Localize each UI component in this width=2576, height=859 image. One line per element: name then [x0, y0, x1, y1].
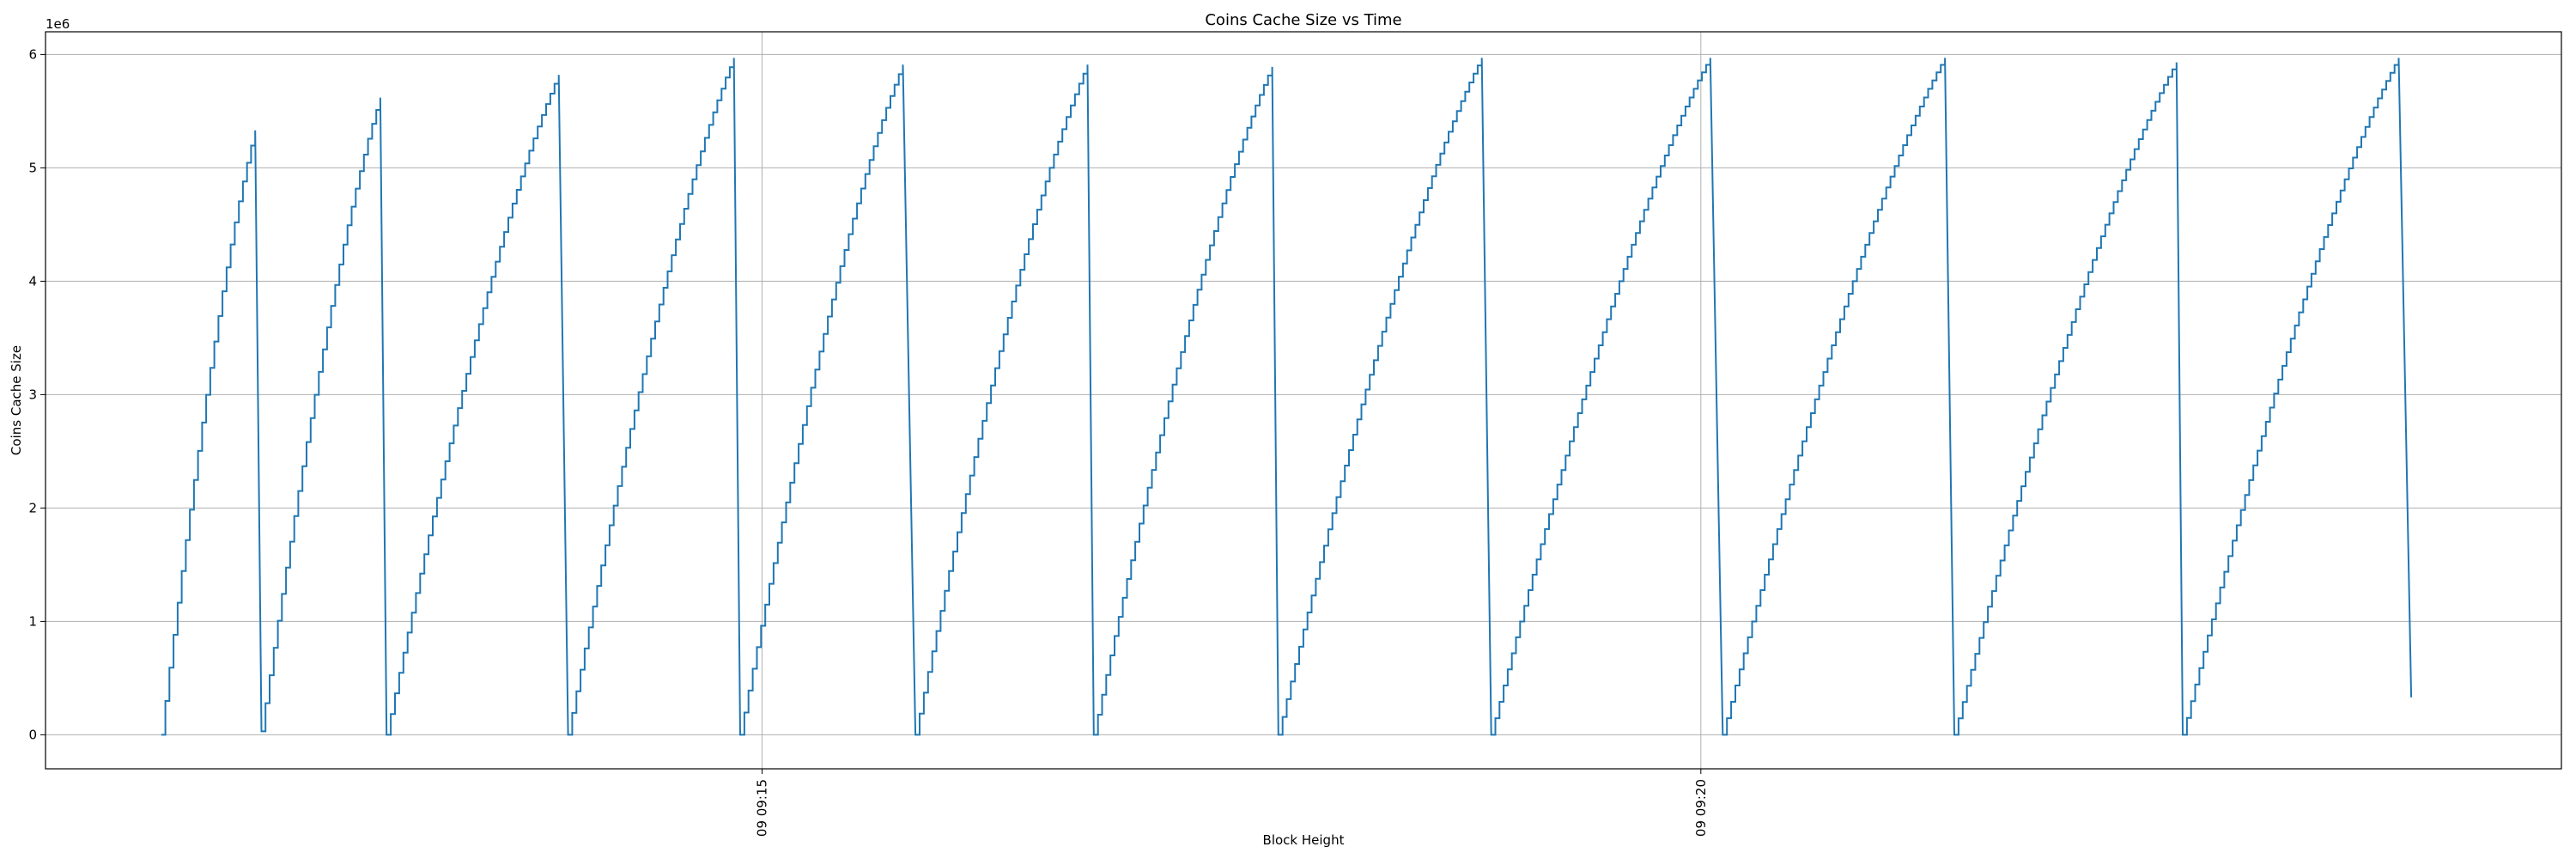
plot-area	[161, 58, 2413, 736]
y-tick-label: 1	[28, 613, 37, 629]
grid	[46, 32, 2561, 769]
y-tick-label: 5	[28, 160, 37, 175]
tick-marks	[40, 53, 1702, 774]
tick-labels: 0 1 2 3 4 5 6 09 09:15 09 09:20	[28, 46, 1708, 837]
y-tick-label: 6	[28, 46, 37, 62]
y-axis-label: Coins Cache Size	[9, 345, 24, 455]
chart-title: Coins Cache Size vs Time	[1205, 11, 1401, 29]
series-line	[161, 58, 2413, 736]
x-tick-label: 09 09:20	[1693, 779, 1709, 837]
y-offset-label: 1e6	[46, 16, 70, 32]
y-tick-label: 3	[28, 387, 37, 402]
y-tick-label: 4	[28, 273, 37, 289]
x-axis-label: Block Height	[1263, 832, 1345, 848]
axes-frame	[45, 31, 2562, 770]
y-tick-label: 0	[28, 727, 37, 742]
y-tick-label: 2	[28, 500, 37, 515]
x-tick-label: 09 09:15	[755, 779, 770, 837]
